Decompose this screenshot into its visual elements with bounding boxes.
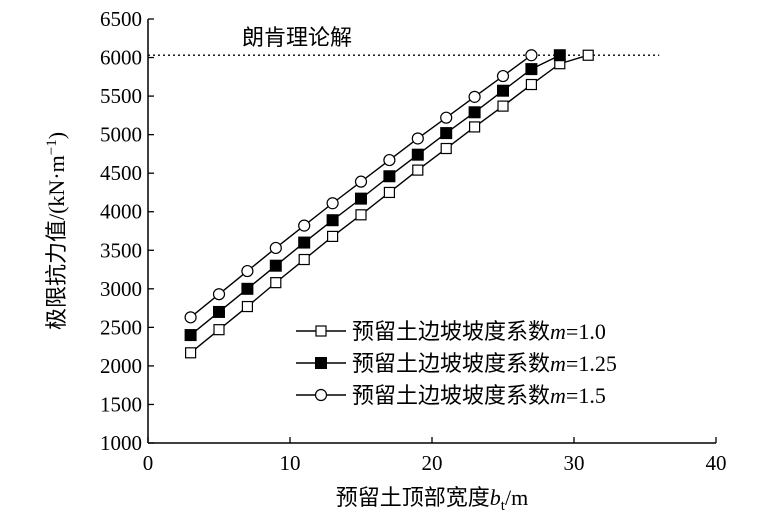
series-1-point <box>497 100 509 112</box>
series-3-point <box>468 90 481 103</box>
series-2-point <box>440 127 453 140</box>
series-1-point <box>185 347 197 359</box>
series-1-point <box>440 142 452 155</box>
y-tick-label: 5500 <box>100 84 142 108</box>
legend-item-1: 预留土边坡坡度系数m=1.0 <box>296 319 606 344</box>
plot-frame <box>147 19 716 444</box>
x-axis-title: 预留土顶部宽度bt/m <box>336 485 528 514</box>
x-axis-title-text: 预留土顶部宽度 <box>336 485 490 510</box>
y-tick-label: 6000 <box>100 46 142 70</box>
series-2-point <box>269 259 282 272</box>
x-axis-title-variable: b <box>490 485 501 510</box>
series-2-point <box>383 170 396 183</box>
series-1-point <box>582 49 594 61</box>
y-axis-title-exponent: −1 <box>44 139 60 155</box>
legend-label-value: =1.25 <box>566 351 617 376</box>
legend-label: 预留土边坡坡度系数m=1.25 <box>352 351 617 376</box>
series-2 <box>184 49 566 342</box>
legend-label-text: 预留土边坡坡度系数 <box>352 351 550 376</box>
series-3-point <box>326 197 339 210</box>
series-1-point <box>412 164 424 176</box>
y-tick-label: 2500 <box>100 315 142 339</box>
rankine-reference-label: 朗肯理论解 <box>242 25 352 50</box>
y-tick-label: 3000 <box>100 277 142 301</box>
series-3-point <box>525 49 538 62</box>
series-1-point <box>270 277 282 289</box>
series-3-point <box>496 69 510 83</box>
series-2-point <box>298 236 311 249</box>
series-2-point <box>468 106 481 119</box>
legend-label: 预留土边坡坡度系数m=1.0 <box>352 319 606 344</box>
legend-label-value: =1.5 <box>566 383 606 408</box>
legend-item-2: 预留土边坡坡度系数m=1.25 <box>296 351 617 376</box>
series-1-point <box>241 300 253 313</box>
series-3-point <box>212 288 226 301</box>
x-tick-label: 30 <box>564 451 585 475</box>
series-2-point <box>326 214 339 227</box>
series-3-point <box>354 175 368 188</box>
legend-label-value: =1.0 <box>566 319 606 344</box>
series-2-point <box>553 49 566 62</box>
y-tick-label: 5000 <box>100 123 142 147</box>
series-2-point <box>241 282 254 295</box>
legend-marker <box>314 388 328 402</box>
series-layer <box>184 49 594 359</box>
x-axis-title-unit: /m <box>505 485 528 510</box>
x-tick-label: 10 <box>280 451 301 475</box>
series-3-point <box>440 111 453 124</box>
y-tick-label: 4500 <box>100 161 142 185</box>
y-tick-label: 1000 <box>100 431 142 455</box>
y-tick-label: 3500 <box>100 238 142 262</box>
y-tick-label: 2000 <box>100 354 142 378</box>
legend-label-m: m <box>550 351 566 376</box>
series-3-point <box>383 153 396 167</box>
y-axis-title-m: m <box>44 155 69 172</box>
series-1-point <box>383 186 395 199</box>
y-axis-title: 极限抗力值/(kN·m−1) <box>44 132 69 330</box>
series-1 <box>185 49 594 359</box>
series-3-point <box>411 132 424 145</box>
series-3-point <box>241 264 254 278</box>
y-tick-label: 6500 <box>100 7 142 31</box>
series-1-point <box>298 253 310 266</box>
series-1-point <box>525 78 538 91</box>
series-1-point <box>469 121 481 133</box>
series-2-point <box>525 63 538 76</box>
legend-label: 预留土边坡坡度系数m=1.5 <box>352 383 606 408</box>
legend-label-text: 预留土边坡坡度系数 <box>352 319 550 344</box>
x-tick-label: 20 <box>422 451 443 475</box>
legend-marker <box>315 325 327 337</box>
y-tick-label: 1500 <box>100 392 142 416</box>
legend-label-m: m <box>550 319 566 344</box>
series-2-point <box>213 305 225 318</box>
legend-label-m: m <box>550 383 566 408</box>
legend: 预留土边坡坡度系数m=1.0预留土边坡坡度系数m=1.25预留土边坡坡度系数m=… <box>296 319 617 408</box>
series-2-point <box>184 329 197 342</box>
y-tick-label: 4000 <box>100 200 142 224</box>
series-2-point <box>497 84 509 97</box>
series-1-point <box>355 209 367 221</box>
legend-label-text: 预留土边坡坡度系数 <box>352 383 550 408</box>
series-3-point <box>184 311 197 324</box>
series-3-point <box>269 241 282 255</box>
series-3 <box>184 49 538 324</box>
series-2-point <box>355 192 367 205</box>
x-axis-title-subscript: t <box>501 498 506 514</box>
axis-layer: 0 10 20 30 40 1000 1500 2000 2500 3000 3500 4000 450… <box>100 7 727 475</box>
series-1-point <box>327 230 339 242</box>
y-axis-title-close: ) <box>44 132 69 139</box>
y-axis-title-dot: · <box>44 172 69 179</box>
reference-layer: 朗肯理论解 <box>148 25 660 56</box>
y-axis-title-text: 极限抗力值/(kN <box>44 180 69 330</box>
series-2-point <box>411 148 424 161</box>
x-tick-label: 40 <box>706 451 727 475</box>
series-3-point <box>298 219 311 232</box>
legend-item-3: 预留土边坡坡度系数m=1.5 <box>296 383 606 408</box>
series-1-point <box>213 324 225 336</box>
x-tick-label: 0 <box>143 451 154 475</box>
legend-marker <box>315 357 327 369</box>
